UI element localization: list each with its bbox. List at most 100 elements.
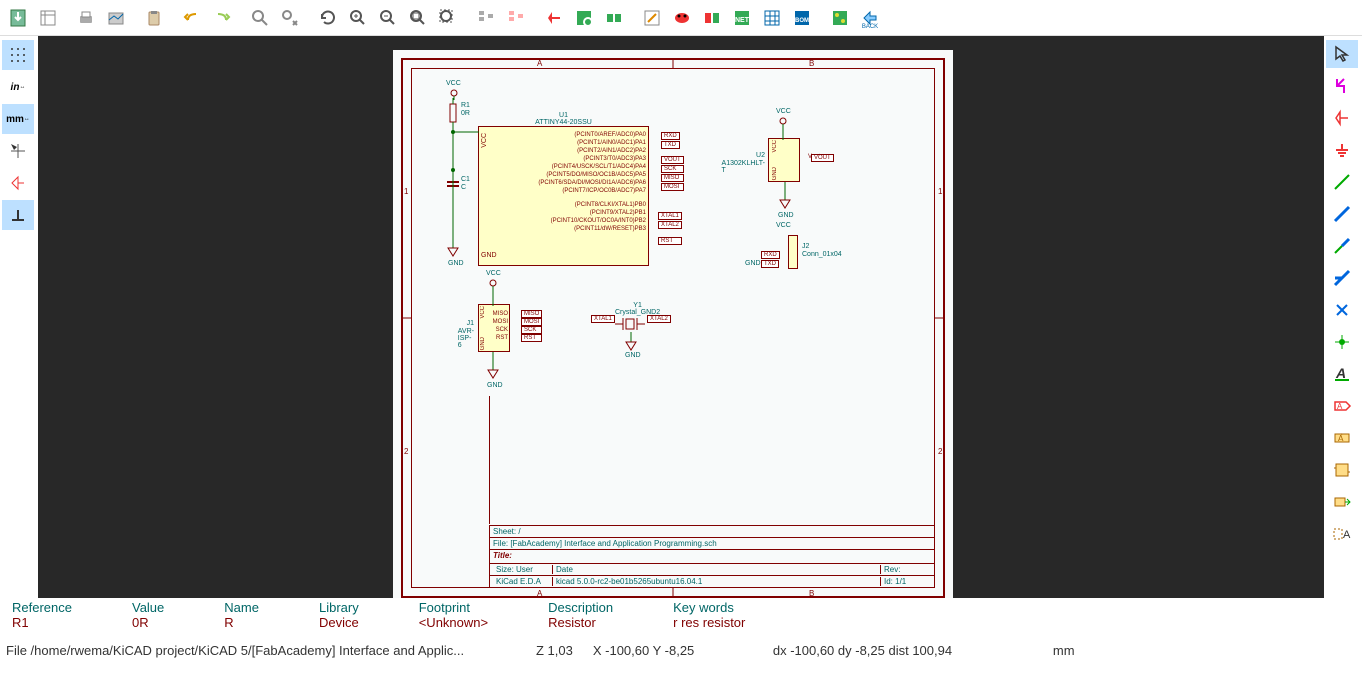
- netlabel: XTAL2: [658, 221, 682, 229]
- tb-date: Date: [553, 565, 881, 574]
- info-label: Key words: [673, 600, 745, 615]
- j2-value: Conn_01x04: [802, 251, 842, 258]
- no-connect-icon[interactable]: [1326, 296, 1358, 324]
- gnd-label: GND: [778, 212, 794, 219]
- import-hier-label-icon[interactable]: [1326, 488, 1358, 516]
- tb-kicadver: kicad 5.0.0-rc2-be01b5265ubuntu16.04.1: [553, 577, 881, 586]
- svg-text:A: A: [1343, 529, 1351, 541]
- left-toolbar: in↔ mm↔: [0, 36, 38, 598]
- info-label: Library: [319, 600, 359, 615]
- r1-value: 0R: [461, 110, 470, 117]
- undo-icon[interactable]: [178, 4, 206, 32]
- bus-direction-icon[interactable]: [2, 200, 34, 230]
- tb-title: Title:: [493, 551, 512, 562]
- table-icon[interactable]: [758, 4, 786, 32]
- u1-pin: (PCINT8/CLKI/XTAL1)PB0: [538, 201, 646, 209]
- units-in-icon[interactable]: in↔: [2, 72, 34, 102]
- status-xy: X -100,60 Y -8,25: [593, 643, 753, 658]
- select-tool-icon[interactable]: [1326, 40, 1358, 68]
- annotate-icon[interactable]: [638, 4, 666, 32]
- svg-text:NET: NET: [735, 17, 750, 24]
- u1-pin: (PCINT2/AIN1/ADC2)PA2: [538, 147, 646, 155]
- replace-icon[interactable]: [276, 4, 304, 32]
- highlight-net-icon[interactable]: [1326, 72, 1358, 100]
- netlabel: MISO: [521, 310, 542, 318]
- title-block: Sheet: / File: [FabAcademy] Interface an…: [489, 525, 935, 588]
- netlabel: XTAL2: [647, 315, 671, 323]
- plot-icon[interactable]: [102, 4, 130, 32]
- library-editor-icon[interactable]: [600, 4, 628, 32]
- netlabel: VOUT: [811, 154, 834, 162]
- hier-label-icon[interactable]: A⃗: [1326, 424, 1358, 452]
- place-power-icon[interactable]: [1326, 136, 1358, 164]
- hierarchy-nav-icon[interactable]: [472, 4, 500, 32]
- info-label: Description: [548, 600, 613, 615]
- zoom-in-icon[interactable]: [344, 4, 372, 32]
- svg-text:A: A: [1337, 402, 1343, 411]
- u1-pin: (PCINT5/DO/MISO/OC1B/ADC5)PA5: [538, 171, 646, 179]
- netlabel: RXD: [761, 251, 780, 259]
- info-label: Footprint: [419, 600, 488, 615]
- refresh-icon[interactable]: [314, 4, 342, 32]
- right-toolbar: A A A⃗ A: [1324, 36, 1362, 598]
- library-browser-icon[interactable]: [570, 4, 598, 32]
- global-label-icon[interactable]: A: [1326, 392, 1358, 420]
- r1-ref: R1: [461, 102, 470, 109]
- gnd-label: GND: [487, 382, 503, 389]
- u1-value: ATTINY44-20SSU: [478, 119, 649, 126]
- info-val: R1: [12, 615, 72, 630]
- gnd-label: GND: [625, 352, 641, 359]
- netlist-icon[interactable]: NET: [728, 4, 756, 32]
- netlabel: XTAL1: [658, 212, 682, 220]
- schematic-canvas[interactable]: U1 ATTINY44-20SSU VCC GND (PCINT0/AREF/A…: [38, 36, 1324, 598]
- back-icon[interactable]: BACK: [856, 4, 884, 32]
- wire-bus-entry-icon[interactable]: [1326, 232, 1358, 260]
- simulate-icon[interactable]: [540, 4, 568, 32]
- netlabel: RST: [658, 237, 682, 245]
- save-icon[interactable]: [4, 4, 32, 32]
- pcbnew-icon[interactable]: [826, 4, 854, 32]
- cvpcb-icon[interactable]: [698, 4, 726, 32]
- junction-icon[interactable]: [1326, 328, 1358, 356]
- place-wire-icon[interactable]: [1326, 168, 1358, 196]
- gnd-label: GND: [745, 260, 761, 267]
- netlabel: SCK: [521, 326, 542, 334]
- bom-icon[interactable]: BOM: [788, 4, 816, 32]
- place-text-icon[interactable]: A: [1326, 520, 1358, 548]
- tb-id: Id: 1/1: [881, 577, 931, 586]
- paste-icon[interactable]: [140, 4, 168, 32]
- tb-size: Size: User: [493, 565, 553, 574]
- u1-pin: (PCINT7/ICP/OC0B/ADC7)PA7: [538, 187, 646, 195]
- cursor-shape-icon[interactable]: [2, 136, 34, 166]
- place-component-icon[interactable]: [1326, 104, 1358, 132]
- tb-kicad: KiCad E.D.A: [493, 577, 553, 586]
- top-toolbar: NET BOM BACK: [0, 0, 1362, 36]
- zoom-out-icon[interactable]: [374, 4, 402, 32]
- info-panel: ReferenceR1 Value0R NameR LibraryDevice …: [0, 598, 1362, 640]
- u1-pin: (PCINT10/CKOUT/OC0A/INT0)PB2: [538, 217, 646, 225]
- vcc-label: VCC: [776, 222, 791, 229]
- zoom-fit-icon[interactable]: [404, 4, 432, 32]
- leave-sheet-icon[interactable]: [502, 4, 530, 32]
- u1-pin: (PCINT3/T0/ADC3)PA3: [538, 155, 646, 163]
- tb-rev: Rev:: [881, 565, 931, 574]
- bus-bus-entry-icon[interactable]: [1326, 264, 1358, 292]
- grid-toggle-icon[interactable]: [2, 40, 34, 70]
- info-val: <Unknown>: [419, 615, 488, 630]
- hidden-pins-icon[interactable]: [2, 168, 34, 198]
- u1-pin: (PCINT6/SDA/DI/MOSI/DI1A/ADC6)PA6: [538, 179, 646, 187]
- info-val: Resistor: [548, 615, 613, 630]
- u2-value: A1302KLHLT-T: [722, 160, 765, 174]
- place-bus-icon[interactable]: [1326, 200, 1358, 228]
- zoom-select-icon[interactable]: [434, 4, 462, 32]
- u1-ref: U1: [478, 112, 649, 119]
- print-icon[interactable]: [72, 4, 100, 32]
- units-mm-icon[interactable]: mm↔: [2, 104, 34, 134]
- net-label-icon[interactable]: A: [1326, 360, 1358, 388]
- hier-sheet-icon[interactable]: [1326, 456, 1358, 484]
- status-zoom: Z 1,03: [536, 643, 573, 658]
- find-icon[interactable]: [246, 4, 274, 32]
- redo-icon[interactable]: [208, 4, 236, 32]
- erc-icon[interactable]: [668, 4, 696, 32]
- page-setup-icon[interactable]: [34, 4, 62, 32]
